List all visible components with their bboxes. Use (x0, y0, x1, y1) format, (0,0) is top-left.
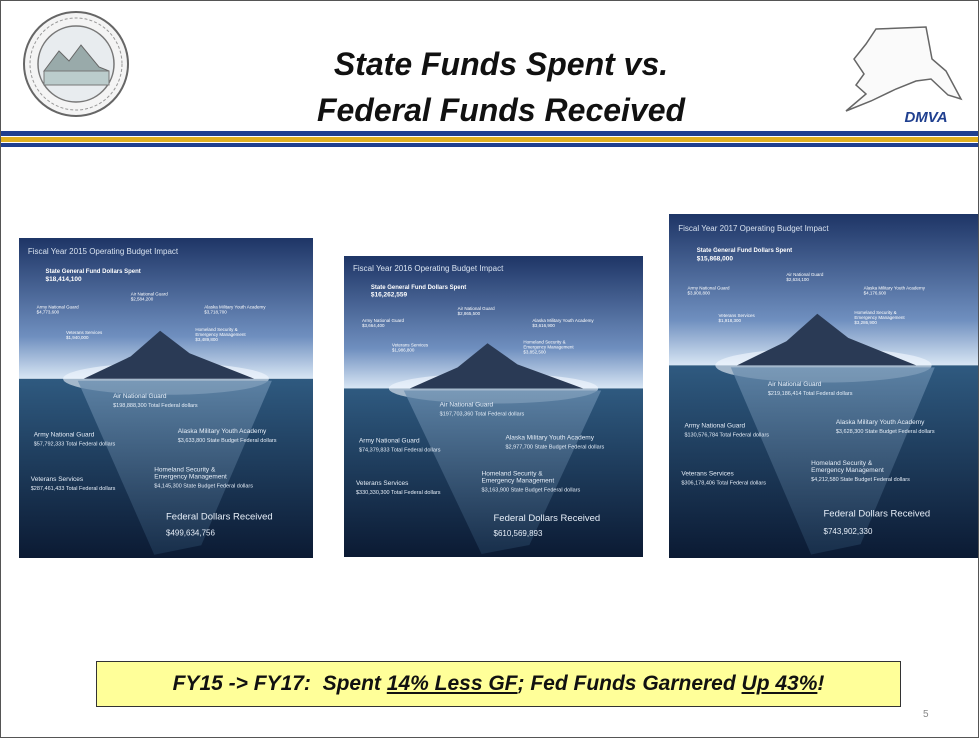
below-item-name: Army National Guard (34, 431, 95, 438)
spent-label: State General Fund Dollars Spent (371, 285, 466, 291)
spent-value: $16,262,559 (371, 292, 408, 299)
below-item-amount: $330,330,300 Total Federal dollars (356, 490, 441, 496)
below-item-name: Veterans Services (356, 480, 409, 487)
below-item-amount: $2,977,700 State Budget Federal dollars (505, 445, 604, 451)
below-item-amount: $3,628,300 State Budget Federal dollars (836, 429, 935, 435)
panel-heading: Fiscal Year 2016 Operating Budget Impact (353, 264, 504, 273)
below-item-amount: $198,888,300 Total Federal dollars (113, 403, 198, 409)
above-item-amount: $3,852,500 (523, 349, 546, 354)
iceberg-panel: Fiscal Year 2016 Operating Budget Impact… (344, 256, 643, 557)
below-item-amount: $4,145,300 State Budget Federal dollars (154, 484, 253, 490)
below-item-name: Homeland Security & (154, 467, 216, 474)
spent-label: State General Fund Dollars Spent (697, 248, 792, 254)
banner-text: FY15 -> FY17: Spent (173, 672, 387, 695)
above-item-amount: $2,634,100 (786, 277, 809, 282)
below-item-name: Emergency Management (811, 467, 884, 474)
above-item-amount: $2,865,500 (458, 311, 481, 316)
below-item-amount: $74,379,833 Total Federal dollars (359, 448, 441, 454)
summary-banner: FY15 -> FY17: Spent 14% Less GF; Fed Fun… (96, 661, 901, 707)
below-item-name: Emergency Management (482, 478, 555, 485)
received-label: Federal Dollars Received (494, 513, 601, 524)
received-label: Federal Dollars Received (824, 509, 931, 520)
below-item-name: Veterans Services (681, 470, 734, 477)
above-item-amount: $3,900,800 (688, 291, 711, 296)
below-item-name: Homeland Security & (482, 471, 544, 478)
page-number: 5 (923, 709, 929, 720)
above-item-amount: $3,616,900 (532, 323, 555, 328)
spent-value: $15,868,000 (697, 255, 734, 262)
below-item-name: Veterans Services (31, 476, 84, 483)
above-item-amount: $1,918,300 (718, 318, 741, 323)
above-item-amount: $1,986,800 (392, 347, 415, 352)
below-item-name: Air National Guard (768, 381, 822, 388)
panel-heading: Fiscal Year 2015 Operating Budget Impact (28, 247, 179, 256)
below-item-amount: $197,703,360 Total Federal dollars (440, 412, 525, 418)
below-item-name: Alaska Military Youth Academy (505, 435, 594, 442)
below-item-amount: $287,461,433 Total Federal dollars (31, 486, 116, 492)
spent-value: $18,414,100 (45, 276, 82, 283)
title-line: State Funds Spent vs. (241, 41, 761, 87)
above-item-amount: $3,489,800 (195, 337, 218, 342)
dmva-logo: DMVA (836, 19, 966, 131)
below-item-amount: $3,163,900 State Budget Federal dollars (482, 488, 581, 494)
below-item-amount: $219,186,414 Total Federal dollars (768, 391, 853, 397)
banner-emphasis: Up 43% (742, 672, 818, 695)
title-line: Federal Funds Received (241, 87, 761, 133)
above-item-amount: $3,718,700 (204, 309, 227, 314)
below-item-name: Homeland Security & (811, 460, 873, 467)
below-item-amount: $306,178,406 Total Federal dollars (681, 480, 766, 486)
logo-text: DMVA (904, 109, 947, 126)
above-item-amount: $4,176,600 (864, 291, 887, 296)
above-item-amount: $1,940,000 (66, 335, 89, 340)
below-item-amount: $57,792,333 Total Federal dollars (34, 441, 116, 447)
header-stripes (1, 129, 978, 151)
received-value: $743,902,330 (824, 527, 873, 536)
above-item-amount: $3,664,400 (362, 323, 385, 328)
below-item-amount: $4,212,580 State Budget Federal dollars (811, 477, 910, 483)
below-item-amount: $130,576,784 Total Federal dollars (684, 432, 769, 438)
below-item-name: Army National Guard (684, 422, 745, 429)
received-value: $499,634,756 (166, 529, 215, 538)
below-item-name: Alaska Military Youth Academy (836, 419, 925, 426)
iceberg-panel: Fiscal Year 2015 Operating Budget Impact… (19, 238, 313, 558)
received-value: $610,569,893 (494, 529, 543, 538)
state-seal (19, 9, 134, 119)
below-item-name: Army National Guard (359, 438, 420, 445)
below-item-name: Air National Guard (440, 402, 494, 409)
spent-label: State General Fund Dollars Spent (45, 269, 140, 275)
above-item-amount: $2,584,200 (131, 297, 154, 302)
banner-emphasis: 14% Less GF (387, 672, 518, 695)
slide: State Funds Spent vs. Federal Funds Rece… (0, 0, 979, 738)
received-label: Federal Dollars Received (166, 512, 273, 523)
above-item-amount: $4,773,600 (37, 309, 60, 314)
below-item-amount: $3,633,800 State Budget Federal dollars (178, 438, 277, 444)
below-item-name: Alaska Military Youth Academy (178, 428, 267, 435)
panel-heading: Fiscal Year 2017 Operating Budget Impact (678, 224, 829, 233)
title: State Funds Spent vs. Federal Funds Rece… (241, 41, 761, 133)
above-item-amount: $3,286,900 (854, 320, 877, 325)
iceberg-panel: Fiscal Year 2017 Operating Budget Impact… (669, 214, 978, 558)
below-item-name: Emergency Management (154, 474, 227, 481)
banner-text: ; Fed Funds Garnered (518, 672, 742, 695)
banner-text: ! (817, 672, 824, 695)
below-item-name: Air National Guard (113, 393, 167, 400)
